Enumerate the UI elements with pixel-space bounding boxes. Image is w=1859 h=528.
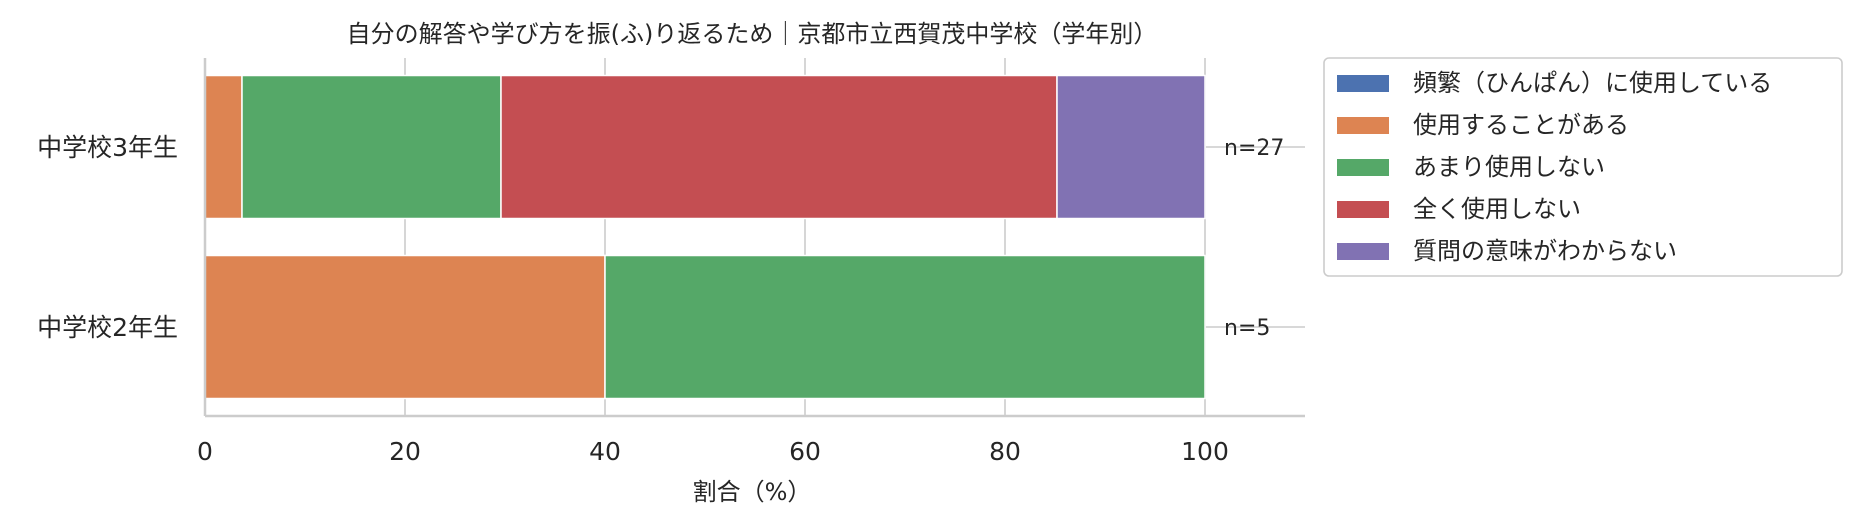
bar-segment: [204, 254, 606, 400]
x-tick-label: 100: [1181, 437, 1229, 466]
legend-swatch: [1337, 117, 1389, 134]
bars: n=27 n=5: [204, 74, 1284, 400]
legend-box: [1323, 57, 1843, 277]
legend: 頻繁（ひんぱん）に使用している使用することがあるあまり使用しない全く使用しない質…: [1323, 57, 1843, 277]
y-tick-label: 中学校2年生: [37, 313, 178, 342]
legend-swatch: [1337, 159, 1389, 176]
legend-label: 使用することがある: [1413, 111, 1629, 139]
bar-segment: [241, 74, 502, 220]
x-tick-label: 40: [589, 437, 621, 466]
x-tick-label: 80: [989, 437, 1021, 466]
n-label: n=27: [1224, 136, 1284, 161]
bar-segment: [500, 74, 1058, 220]
legend-label: あまり使用しない: [1413, 153, 1605, 181]
x-axis-label: 割合（%）: [693, 478, 812, 506]
bar-segment: [1056, 74, 1206, 220]
chart-title: 自分の解答や学び方を振(ふ)り返るため｜京都市立西賀茂中学校（学年別）: [347, 20, 1158, 48]
legend-label: 全く使用しない: [1413, 195, 1581, 223]
legend-swatch: [1337, 75, 1389, 92]
legend-label: 頻繁（ひんぱん）に使用している: [1413, 69, 1772, 97]
x-tick-label: 60: [789, 437, 821, 466]
x-tick-label: 0: [197, 437, 213, 466]
legend-label: 質問の意味がわからない: [1413, 237, 1677, 265]
y-tick-label: 中学校3年生: [37, 133, 178, 162]
x-tick-label: 20: [389, 437, 421, 466]
legend-swatch: [1337, 201, 1389, 218]
bar-segment: [204, 74, 243, 220]
n-label: n=5: [1224, 316, 1270, 341]
bar-segment: [604, 254, 1206, 400]
legend-swatch: [1337, 243, 1389, 260]
